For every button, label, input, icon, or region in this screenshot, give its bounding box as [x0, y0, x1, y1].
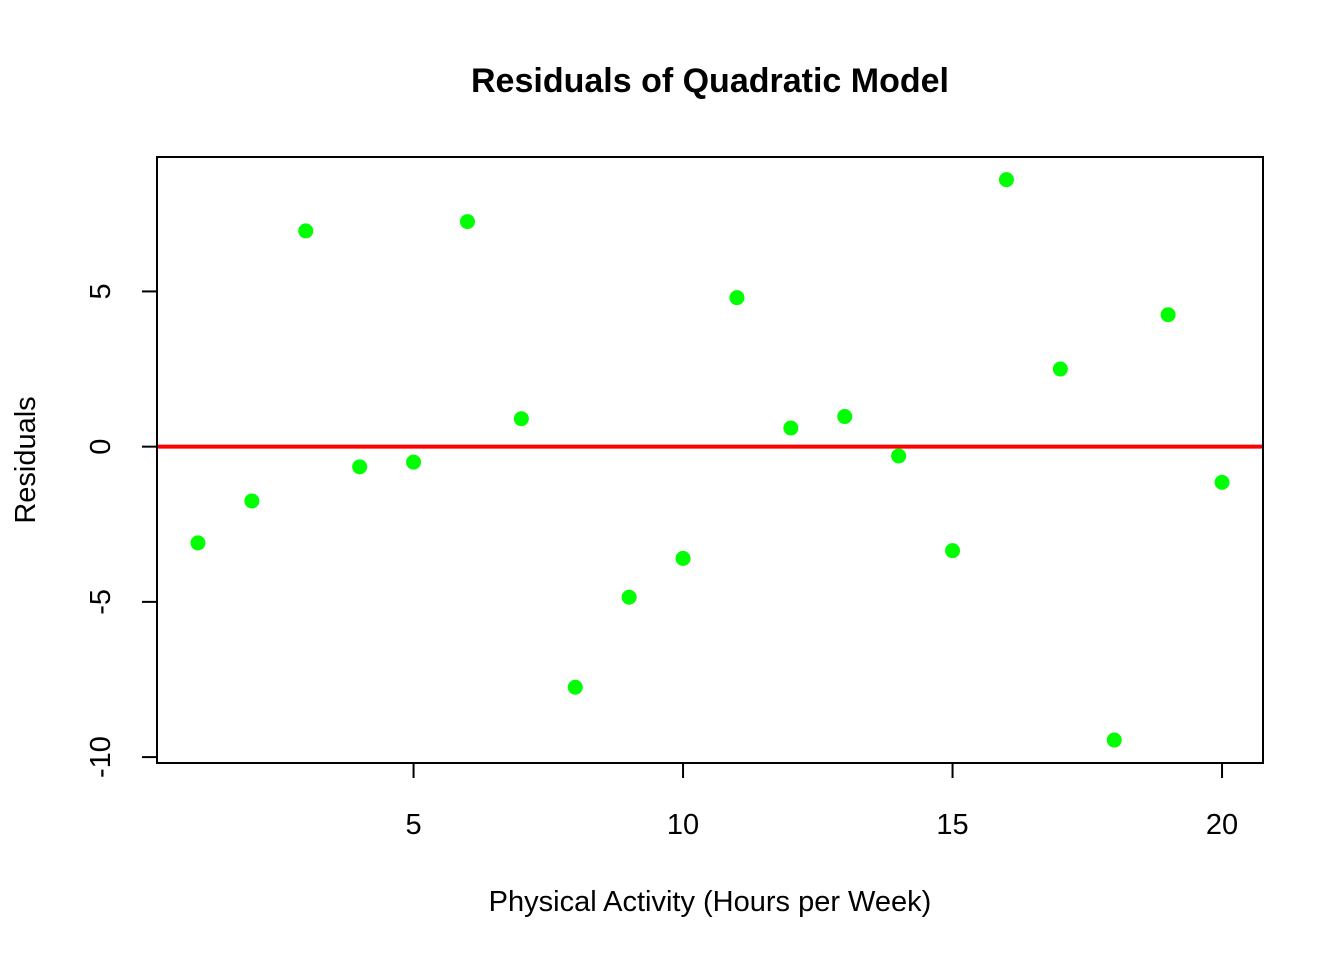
data-point	[998, 172, 1014, 188]
data-point	[1106, 732, 1122, 748]
data-point	[352, 459, 368, 475]
x-tick-label: 10	[667, 809, 699, 841]
data-point	[513, 411, 529, 427]
y-tick-label: -10	[85, 736, 117, 778]
data-point	[298, 223, 314, 239]
plot-frame	[156, 156, 1264, 764]
data-point	[729, 290, 745, 306]
data-point	[1214, 474, 1230, 490]
data-point	[1160, 307, 1176, 323]
y-axis-label: Residuals	[10, 396, 42, 523]
x-tick-label: 20	[1206, 809, 1238, 841]
data-point	[244, 493, 260, 509]
y-tick-label: -5	[85, 589, 117, 615]
x-tick-label: 15	[936, 809, 968, 841]
data-points	[190, 172, 1230, 748]
x-tick-label: 5	[405, 809, 421, 841]
y-axis: -10 -5 0 5	[85, 283, 158, 778]
y-tick-label: 5	[85, 283, 117, 299]
data-point	[675, 550, 691, 566]
data-point	[190, 535, 206, 551]
data-point	[621, 589, 637, 605]
data-point	[459, 214, 475, 230]
data-point	[406, 454, 422, 470]
chart-title: Residuals of Quadratic Model	[471, 62, 949, 100]
data-point	[891, 448, 907, 464]
data-point	[837, 409, 853, 425]
y-tick-label: 0	[85, 439, 117, 455]
data-point	[567, 679, 583, 695]
data-point	[783, 420, 799, 436]
data-point	[945, 543, 961, 559]
data-point	[1052, 361, 1068, 377]
x-axis-label: Physical Activity (Hours per Week)	[489, 886, 932, 918]
